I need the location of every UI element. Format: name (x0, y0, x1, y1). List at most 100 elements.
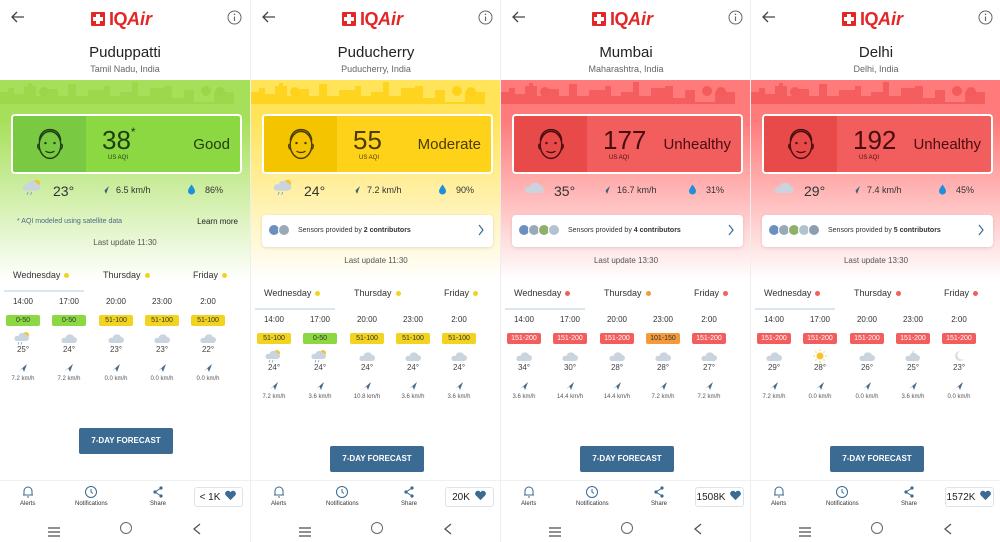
like-button[interactable]: 20K (445, 487, 494, 507)
android-nav-bar (251, 516, 500, 542)
system-back-icon[interactable] (943, 522, 953, 535)
nav-notifications[interactable]: Notifications (826, 485, 859, 507)
hour-temperature: 30° (563, 363, 577, 372)
share-icon (902, 485, 916, 499)
last-update: Last update 13:30 (843, 256, 909, 265)
day-tab[interactable]: Thursday (103, 270, 150, 280)
wind-direction-icon (362, 378, 372, 390)
learn-more-link[interactable]: Learn more (197, 217, 238, 226)
sensors-card[interactable]: Sensors provided by 5 contributors (762, 215, 993, 247)
nav-share[interactable]: Share (651, 485, 667, 507)
nav-notifications[interactable]: Notifications (576, 485, 609, 507)
system-back-icon[interactable] (192, 522, 202, 535)
aqi-status: Good (193, 136, 230, 153)
hour-column: 17:00 151-200 28° 0.0 km/h (800, 315, 840, 400)
seven-day-forecast-button[interactable]: 7-DAY FORECAST (830, 446, 924, 472)
day-tab[interactable]: Wednesday (514, 288, 571, 298)
logo-text-iq: IQ (109, 8, 128, 29)
nav-alerts[interactable]: Alerts (521, 485, 536, 507)
wind-direction-icon (850, 184, 862, 196)
day-tab[interactable]: Wednesday (764, 288, 821, 298)
seven-day-forecast-button[interactable]: 7-DAY FORECAST (580, 446, 674, 472)
android-nav-bar (0, 516, 250, 542)
home-icon[interactable] (371, 522, 383, 534)
hour-weather-icon (699, 349, 719, 363)
aqi-dot-icon (645, 291, 651, 297)
city-panel: IQ Air Puduppatti Tamil Nadu, India 38* US AQ… (0, 0, 250, 542)
contributor-avatars (518, 224, 560, 236)
day-tab[interactable]: Friday (444, 288, 479, 298)
home-icon[interactable] (871, 522, 883, 534)
nav-share[interactable]: Share (150, 485, 166, 507)
day-tab[interactable]: Thursday (354, 288, 401, 298)
sensors-card[interactable]: Sensors provided by 4 contributors (512, 215, 743, 247)
recent-apps-icon[interactable] (299, 524, 311, 537)
home-icon[interactable] (621, 522, 633, 534)
back-arrow-icon[interactable] (510, 8, 528, 26)
back-arrow-icon[interactable] (760, 8, 778, 26)
day-tab[interactable]: Friday (944, 288, 979, 298)
day-tab[interactable]: Wednesday (264, 288, 321, 298)
system-back-icon[interactable] (443, 522, 453, 535)
aqi-value: 177 (603, 125, 646, 156)
bottom-nav: Alerts Notifications Share 1572K (751, 480, 1000, 514)
bell-icon (522, 485, 536, 499)
weather-icon (772, 178, 796, 202)
aqi-dot-icon (473, 291, 479, 297)
current-temperature: 35° (554, 183, 576, 199)
bell-icon (21, 485, 35, 499)
sensors-count: 2 contributors (363, 227, 411, 234)
sensors-card[interactable]: Sensors provided by 2 contributors (262, 215, 493, 247)
back-arrow-icon[interactable] (9, 8, 27, 26)
sensors-prefix: Sensors provided by (568, 227, 634, 234)
nav-alerts[interactable]: Alerts (771, 485, 786, 507)
aqi-readout: 55 US AQI Moderate (337, 116, 491, 172)
logo-text-iq: IQ (360, 8, 379, 29)
nav-share[interactable]: Share (901, 485, 917, 507)
aqi-card[interactable]: 192 US AQI Unhealthy (762, 114, 993, 174)
nav-notifications[interactable]: Notifications (75, 485, 108, 507)
info-icon[interactable] (728, 10, 743, 25)
skyline-illustration (751, 82, 985, 104)
info-icon[interactable] (978, 10, 993, 25)
recent-apps-icon[interactable] (549, 524, 561, 537)
sensors-prefix: Sensors provided by (828, 227, 894, 234)
wind-direction-icon (565, 378, 575, 390)
aqi-dot-icon (815, 291, 821, 297)
nav-notifications[interactable]: Notifications (326, 485, 359, 507)
info-icon[interactable] (227, 10, 242, 25)
seven-day-forecast-button[interactable]: 7-DAY FORECAST (79, 428, 173, 454)
nav-share[interactable]: Share (401, 485, 417, 507)
day-tab[interactable]: Thursday (604, 288, 651, 298)
like-button[interactable]: 1508K (695, 487, 744, 507)
hour-aqi-badge: 101-150 (646, 333, 680, 344)
info-icon[interactable] (478, 10, 493, 25)
like-button[interactable]: < 1K (194, 487, 243, 507)
wind-direction-icon (64, 360, 74, 372)
aqi-readout: 192 US AQI Unhealthy (837, 116, 991, 172)
recent-apps-icon[interactable] (48, 524, 60, 537)
nav-alerts[interactable]: Alerts (20, 485, 35, 507)
aqi-card[interactable]: 55 US AQI Moderate (262, 114, 493, 174)
nav-alerts[interactable]: Alerts (271, 485, 286, 507)
hour-weather-icon (810, 349, 830, 363)
aqi-card[interactable]: 177 US AQI Unhealthy (512, 114, 743, 174)
face-icon (264, 116, 337, 172)
android-nav-bar (501, 516, 750, 542)
like-button[interactable]: 1572K (945, 487, 994, 507)
seven-day-forecast-button[interactable]: 7-DAY FORECAST (330, 446, 424, 472)
hour-temperature: 24° (360, 363, 374, 372)
home-icon[interactable] (120, 522, 132, 534)
hour-time: 14:00 (763, 315, 785, 324)
face-icon (13, 116, 86, 172)
recent-apps-icon[interactable] (799, 524, 811, 537)
day-tab[interactable]: Wednesday (13, 270, 70, 280)
day-tab[interactable]: Friday (694, 288, 729, 298)
system-back-icon[interactable] (693, 522, 703, 535)
aqi-number: 177 (603, 125, 647, 155)
day-tab[interactable]: Thursday (854, 288, 901, 298)
day-tab[interactable]: Friday (193, 270, 228, 280)
aqi-card[interactable]: 38* US AQI Good (11, 114, 242, 174)
back-arrow-icon[interactable] (260, 8, 278, 26)
top-bar: IQ Air (251, 0, 500, 38)
